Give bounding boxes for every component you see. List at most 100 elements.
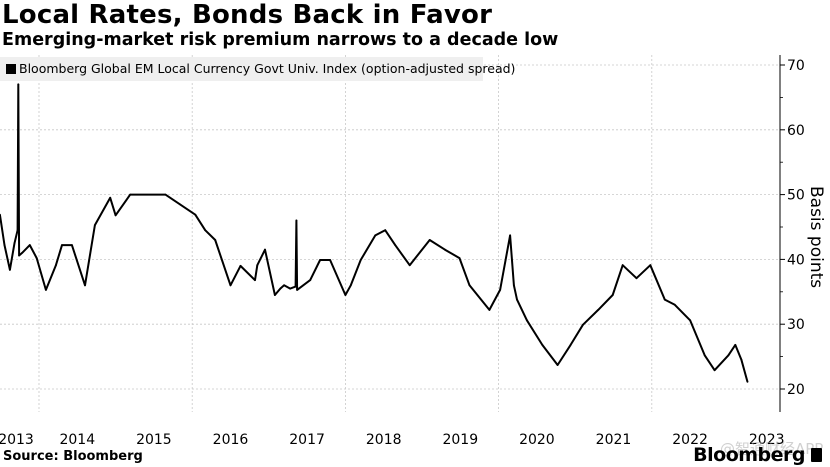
data-point xyxy=(214,239,217,241)
data-point xyxy=(164,193,167,196)
data-point xyxy=(283,284,285,287)
data-point xyxy=(569,344,572,346)
data-point xyxy=(13,242,16,245)
legend-background xyxy=(0,57,483,81)
data-point xyxy=(129,193,132,196)
legend: Bloomberg Global EM Local Currency Govt … xyxy=(6,61,515,76)
vertical-gridlines xyxy=(38,55,653,412)
bloomberg-logo: Bloomberg xyxy=(693,444,822,466)
data-point xyxy=(94,224,96,227)
data-point xyxy=(468,284,471,287)
data-point xyxy=(55,264,57,267)
data-point xyxy=(635,277,638,280)
data-point xyxy=(344,294,347,296)
data-point xyxy=(229,284,232,287)
data-point xyxy=(329,259,331,261)
data-point xyxy=(294,285,297,288)
bloomberg-terminal-icon xyxy=(811,448,822,462)
data-point xyxy=(84,284,86,287)
y-tick-label-70: 70 xyxy=(787,58,805,74)
y-tick-label-20: 20 xyxy=(787,382,805,398)
data-point xyxy=(428,239,431,241)
data-point xyxy=(295,219,298,222)
data-point xyxy=(28,244,31,247)
data-point xyxy=(499,289,501,291)
data-point xyxy=(0,213,1,216)
x-axis-tick-labels: 2013 2014 2015 2016 2017 2018 2019 2020 2021 2022… xyxy=(0,432,785,448)
data-point xyxy=(21,252,23,254)
data-point xyxy=(516,298,518,301)
logo-text: Bloomberg xyxy=(693,444,805,466)
data-point xyxy=(734,344,737,346)
data-point xyxy=(45,289,47,291)
data-point xyxy=(319,259,321,261)
data-point xyxy=(649,264,652,267)
watermark: @智通财经APP xyxy=(720,440,824,458)
x-tick-label-2014: 2014 xyxy=(59,432,95,448)
data-point xyxy=(673,303,676,306)
data-point xyxy=(3,244,6,247)
data-point xyxy=(179,203,181,206)
x-tick-label-2018: 2018 xyxy=(366,432,402,448)
data-point xyxy=(17,83,20,86)
series-layer xyxy=(0,83,749,383)
data-point xyxy=(488,309,491,311)
data-point xyxy=(689,319,691,322)
source-note: Source: Bloomberg xyxy=(3,449,143,464)
data-point xyxy=(713,369,716,372)
chart-title: Local Rates, Bonds Back in Favor xyxy=(2,0,493,30)
data-point xyxy=(309,279,312,281)
data-point xyxy=(279,287,282,290)
data-point xyxy=(394,244,397,247)
legend-label: Bloomberg Global EM Local Currency Govt … xyxy=(19,61,516,76)
data-point xyxy=(256,264,259,267)
x-tick-label-2021: 2021 xyxy=(596,432,632,448)
data-point xyxy=(611,294,614,296)
data-point xyxy=(458,257,461,259)
x-tick-label-2015: 2015 xyxy=(136,432,172,448)
x-tick-label-2022: 2022 xyxy=(672,432,708,448)
data-point xyxy=(18,254,20,257)
series-line xyxy=(0,83,749,383)
data-point xyxy=(254,279,256,281)
data-point xyxy=(513,284,515,287)
x-tick-label-2019: 2019 xyxy=(442,432,478,448)
horizontal-gridlines xyxy=(0,64,780,390)
data-point xyxy=(541,344,544,346)
y-tick-label-60: 60 xyxy=(787,123,805,139)
y-tick-label-40: 40 xyxy=(787,252,805,268)
data-point xyxy=(114,214,117,217)
x-tick-label-2023: 2023 xyxy=(749,432,785,448)
data-point xyxy=(109,196,112,199)
data-point xyxy=(597,309,600,311)
data-point xyxy=(289,287,292,290)
data-point xyxy=(444,248,446,251)
chart-subtitle: Emerging-market risk premium narrows to … xyxy=(2,30,559,50)
data-point xyxy=(35,257,38,259)
data-point xyxy=(264,248,266,251)
x-tick-label-2013: 2013 xyxy=(0,432,34,448)
x-tick-label-2020: 2020 xyxy=(519,432,555,448)
x-tick-label-2016: 2016 xyxy=(213,432,249,448)
data-point xyxy=(556,364,559,366)
data-point xyxy=(384,229,387,232)
data-point xyxy=(61,244,63,247)
data-point xyxy=(194,213,197,216)
data-point xyxy=(9,268,11,271)
data-point xyxy=(509,234,511,237)
data-point xyxy=(374,234,377,237)
data-point xyxy=(582,323,584,326)
data-point xyxy=(526,319,528,322)
data-point xyxy=(746,381,749,383)
data-point xyxy=(349,284,352,287)
data-point xyxy=(703,354,706,357)
legend-swatch-icon xyxy=(6,63,16,74)
y-tick-label-30: 30 xyxy=(787,317,805,333)
y-axis-ticks: 20 30 40 50 60 70 xyxy=(780,58,805,398)
data-point xyxy=(16,229,19,232)
data-point xyxy=(274,294,276,296)
data-point xyxy=(239,265,242,267)
data-point xyxy=(359,259,362,261)
data-point xyxy=(204,229,207,232)
